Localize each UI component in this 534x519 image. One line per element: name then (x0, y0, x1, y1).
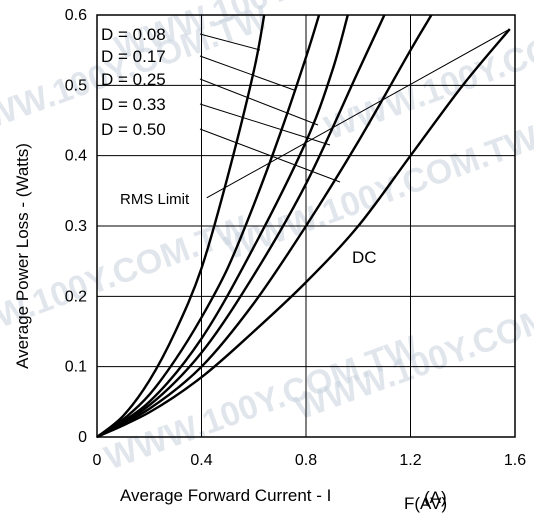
plot-frame (96, 14, 516, 438)
leader-line-d-0-25 (199, 78, 319, 126)
x-tick-label: 1.2 (399, 452, 421, 469)
series-line-d-0-25 (96, 14, 349, 438)
y-axis-label: Average Power Loss - (Watts) (13, 143, 32, 369)
annotation-layer: D = 0.08 D = 0.17 D = 0.25 D = 0.33 D = 0.50… (101, 25, 377, 267)
x-tick-label: 1.6 (504, 452, 526, 469)
series-line-d-0-17 (96, 14, 321, 438)
x-axis-label-subscript: F(AV) (404, 494, 447, 513)
y-tick-label: 0.2 (65, 288, 87, 305)
x-tick-label: 0.8 (295, 452, 317, 469)
x-tick-label: 0 (93, 452, 102, 469)
label-dc: DC (352, 248, 377, 267)
y-tick-label: 0 (78, 429, 87, 446)
series-line-dc (96, 28, 511, 439)
y-tick-label: 0.5 (65, 77, 87, 94)
x-axis-label: Average Forward Current - I (120, 486, 331, 505)
y-tick-label: 0.4 (65, 148, 87, 165)
leader-line-d-0-50 (199, 128, 341, 183)
label-rms-limit: RMS Limit (120, 191, 190, 208)
series-layer (96, 14, 511, 439)
axes: 0 0.4 0.8 1.2 1.6 0 0.1 0.2 0.3 0.4 0.5 0.6 Average … (13, 7, 526, 513)
leader-line-d-0-33 (199, 103, 331, 146)
series-line-d-0-50 (96, 14, 433, 439)
x-axis-label-unit: (A) (424, 488, 447, 507)
x-tick-label: 0.4 (190, 452, 212, 469)
watermark-text: WWW.100Y.COM.TW (290, 278, 534, 427)
rms-limit-line (206, 28, 511, 199)
label-d-0-33: D = 0.33 (101, 95, 166, 114)
y-tick-label: 0.6 (65, 7, 87, 24)
leader-line-d-0-08 (199, 33, 261, 51)
y-tick-label: 0.3 (65, 218, 87, 235)
label-d-0-17: D = 0.17 (101, 47, 166, 66)
watermark-layer: WWW.100Y.COM.TWWWW.100Y.COM.TWWWW.100Y.C… (0, 0, 534, 478)
watermark-text: WWW.100Y.COM.TW (0, 208, 254, 357)
series-line-d-0-33 (96, 14, 386, 439)
series-line-d-0-08 (96, 14, 266, 438)
leader-line-d-0-17 (199, 55, 295, 91)
label-d-0-08: D = 0.08 (101, 25, 166, 44)
label-d-0-50: D = 0.50 (101, 120, 166, 139)
y-tick-label: 0.1 (65, 359, 87, 376)
label-d-0-25: D = 0.25 (101, 70, 166, 89)
watermark-text: WWW.100Y.COM.TW (220, 118, 534, 267)
